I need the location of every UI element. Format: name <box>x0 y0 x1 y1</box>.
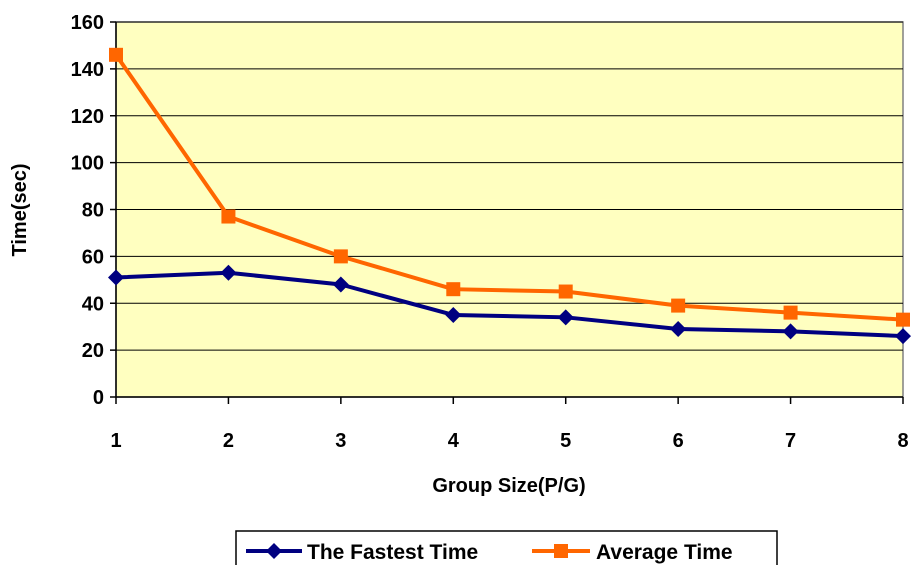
legend-label-fastest: The Fastest Time <box>307 541 478 564</box>
y-tick-label: 140 <box>71 59 104 81</box>
x-tick-label: 6 <box>673 430 684 452</box>
x-tick-label: 7 <box>785 430 796 452</box>
data-point-diamond <box>782 323 799 340</box>
legend: The Fastest Time Average Time <box>235 530 778 565</box>
data-point-diamond <box>108 269 124 286</box>
data-point-square <box>558 284 573 299</box>
data-point-diamond <box>557 309 574 326</box>
series-2 <box>109 47 910 327</box>
series-line <box>115 270 904 339</box>
x-tick-label: 3 <box>335 430 346 452</box>
x-tick-label: 8 <box>897 430 908 452</box>
y-tick-label: 160 <box>71 12 104 34</box>
x-axis-title: Group Size(P/G) <box>432 475 585 497</box>
legend-label-average: Average Time <box>596 541 733 564</box>
y-tick-label: 60 <box>82 246 104 268</box>
x-tick-label: 1 <box>110 430 121 452</box>
data-point-square <box>783 305 798 320</box>
y-tick-labels: 0 20 40 60 80 100 120 140 160 <box>71 12 104 409</box>
data-point-diamond <box>670 321 687 338</box>
y-tick-label: 20 <box>82 340 104 362</box>
x-tick-labels: 1 2 3 4 5 6 7 8 <box>110 430 908 452</box>
data-point-diamond <box>445 306 462 323</box>
gridlines <box>116 21 903 351</box>
data-point-square <box>221 209 236 224</box>
legend-square-marker-icon <box>554 544 568 558</box>
series-1 <box>108 264 911 345</box>
legend-item-fastest: The Fastest Time <box>246 541 478 564</box>
y-tick-label: 80 <box>82 200 104 222</box>
y-tick-label: 120 <box>71 106 104 128</box>
data-point-square <box>671 298 686 313</box>
data-point-square <box>446 282 461 297</box>
series-line <box>114 53 904 322</box>
data-point-square <box>896 312 910 327</box>
legend-diamond-marker-icon <box>266 543 282 559</box>
x-tick-label: 4 <box>448 430 460 452</box>
x-tick-label: 2 <box>223 430 234 452</box>
y-axis-title: Time(sec) <box>9 163 31 256</box>
data-point-square <box>109 47 123 62</box>
axes <box>110 21 904 404</box>
legend-item-average: Average Time <box>532 541 733 564</box>
data-point-diamond <box>220 264 237 281</box>
x-tick-label: 5 <box>560 430 571 452</box>
data-point-square <box>333 249 348 264</box>
data-point-diamond <box>895 328 911 345</box>
legend-box <box>235 530 778 565</box>
data-point-diamond <box>332 276 349 293</box>
y-tick-label: 100 <box>71 153 104 175</box>
y-tick-label: 0 <box>93 387 104 409</box>
series-layer <box>108 47 911 345</box>
y-tick-label: 40 <box>82 293 104 315</box>
